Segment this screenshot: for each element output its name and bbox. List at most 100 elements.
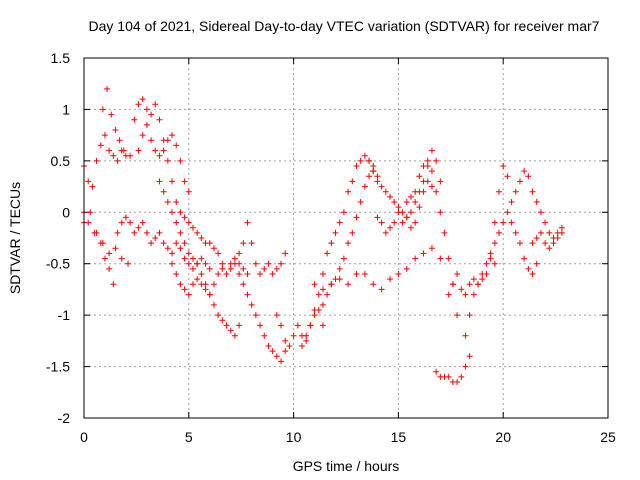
data-point <box>437 209 444 216</box>
data-point <box>143 121 150 128</box>
data-point <box>177 229 184 236</box>
data-point <box>370 168 377 175</box>
data-point <box>466 281 473 288</box>
data-point <box>173 271 180 277</box>
data-point <box>198 255 205 262</box>
series-sat-f <box>131 96 209 247</box>
data-point <box>395 271 402 277</box>
y-tick-label: -0.5 <box>46 256 70 272</box>
data-point <box>345 281 352 288</box>
data-point <box>558 229 565 236</box>
data-point <box>395 209 402 216</box>
data-point <box>512 229 519 236</box>
data-point <box>156 229 163 236</box>
data-point <box>265 260 272 267</box>
data-point <box>278 358 285 365</box>
data-point <box>122 214 129 221</box>
data-point <box>407 224 414 231</box>
data-point <box>202 286 209 293</box>
data-point <box>244 291 251 298</box>
data-point <box>189 224 196 231</box>
data-point <box>231 332 238 339</box>
data-point <box>445 373 452 380</box>
y-tick-label: -1.5 <box>46 359 70 375</box>
data-point <box>269 348 276 355</box>
data-point <box>181 214 188 221</box>
data-point <box>215 271 222 277</box>
data-point <box>160 147 167 154</box>
data-point <box>227 265 234 272</box>
data-point <box>202 260 209 267</box>
data-point <box>139 219 146 226</box>
data-point <box>240 240 247 247</box>
data-point <box>131 116 138 123</box>
data-point <box>244 271 251 277</box>
data-point <box>542 240 549 247</box>
data-point <box>169 132 176 139</box>
data-point <box>198 271 205 277</box>
data-point <box>361 271 368 277</box>
y-tick-label: 0.5 <box>51 153 71 169</box>
data-point <box>466 353 473 360</box>
data-point <box>177 209 184 216</box>
data-point <box>454 379 461 385</box>
x-axis-label: GPS time / hours <box>293 458 400 474</box>
data-point <box>311 281 318 288</box>
data-point <box>533 199 540 205</box>
series-sat-x <box>529 229 565 252</box>
data-point <box>112 245 119 252</box>
data-point <box>116 137 123 144</box>
data-point <box>156 178 163 185</box>
data-point <box>169 260 176 267</box>
data-point <box>353 163 360 169</box>
data-point <box>361 183 368 190</box>
series-sat-u <box>445 255 498 298</box>
data-point <box>395 204 402 211</box>
data-point <box>458 373 465 380</box>
data-point <box>361 152 368 159</box>
data-point <box>278 322 285 329</box>
data-point <box>483 260 490 267</box>
data-point <box>403 214 410 221</box>
data-point <box>198 281 205 288</box>
x-tick-label: 15 <box>391 429 407 445</box>
x-tick-label: 0 <box>80 429 88 445</box>
data-point <box>231 255 238 262</box>
data-point <box>340 255 347 262</box>
data-point <box>491 260 498 267</box>
data-point <box>223 271 230 277</box>
data-point <box>169 178 176 185</box>
data-point <box>181 255 188 262</box>
data-point <box>353 214 360 221</box>
y-tick-label: 1.5 <box>51 50 71 66</box>
data-point <box>118 255 125 262</box>
data-point <box>177 281 184 288</box>
data-point <box>370 281 377 288</box>
series-sat-w <box>508 168 565 241</box>
data-point <box>433 157 440 164</box>
data-point <box>148 137 155 144</box>
y-tick-label: 0 <box>62 204 70 220</box>
data-point <box>454 271 461 277</box>
data-point <box>108 111 115 118</box>
data-point <box>458 286 465 293</box>
data-point <box>89 183 96 190</box>
data-point <box>496 229 503 236</box>
data-point <box>210 301 217 308</box>
data-point <box>194 229 201 236</box>
data-point <box>244 219 251 226</box>
data-point <box>529 240 536 247</box>
chart-title: Day 104 of 2021, Sidereal Day-to-day VTE… <box>89 18 600 34</box>
data-point <box>298 343 305 349</box>
data-point <box>537 209 544 216</box>
data-point <box>215 312 222 319</box>
data-point <box>164 137 171 144</box>
data-point <box>420 188 427 195</box>
data-point <box>152 101 159 108</box>
ticks-layer: 0 5 10 15 20 25 -2 -1.5 -1 -0.5 0 0.5 1 1.5 <box>46 50 616 445</box>
data-point <box>273 353 280 360</box>
data-point <box>328 240 335 247</box>
series-sat-v <box>491 209 540 277</box>
data-point <box>148 111 155 118</box>
